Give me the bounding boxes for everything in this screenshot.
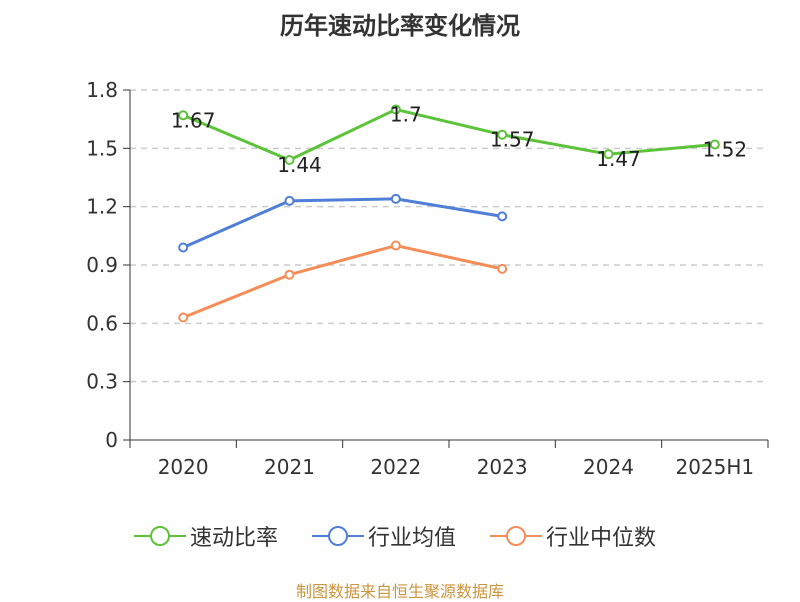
y-tick-label: 1.5 bbox=[86, 136, 118, 160]
legend: 速动比率 行业均值 行业中位数 bbox=[0, 518, 800, 554]
data-point bbox=[390, 240, 401, 251]
x-tick-label: 2022 bbox=[370, 455, 421, 479]
x-tick-label: 2021 bbox=[264, 455, 315, 479]
legend-marker-quick-ratio bbox=[134, 526, 186, 546]
y-tick-label: 0.3 bbox=[86, 370, 118, 394]
x-tick-label: 2020 bbox=[158, 455, 209, 479]
data-point bbox=[497, 263, 508, 274]
data-point bbox=[284, 155, 295, 165]
data-label: 1.7 bbox=[390, 102, 422, 126]
legend-label-industry-median: 行业中位数 bbox=[546, 526, 657, 551]
data-point bbox=[709, 139, 720, 150]
x-tick-label: 2023 bbox=[477, 455, 528, 479]
legend-marker-industry-median bbox=[490, 526, 542, 546]
legend-item-quick-ratio[interactable]: 速动比率 bbox=[134, 518, 278, 554]
data-point bbox=[284, 269, 295, 280]
x-tick-label: 2024 bbox=[583, 455, 634, 479]
y-tick-label: 0 bbox=[105, 428, 118, 452]
data-point bbox=[497, 129, 508, 140]
series-line-0 bbox=[182, 107, 715, 162]
chart-title: 历年速动比率变化情况 bbox=[280, 12, 520, 40]
data-label: 1.67 bbox=[171, 108, 216, 132]
y-tick-label: 1.8 bbox=[86, 78, 118, 102]
data-point bbox=[497, 211, 508, 222]
data-point bbox=[178, 110, 189, 121]
series-line-1 bbox=[182, 197, 503, 249]
data-point bbox=[390, 104, 401, 115]
data-label: 1.47 bbox=[596, 147, 641, 171]
legend-item-industry-median[interactable]: 行业中位数 bbox=[490, 518, 656, 554]
x-tick-label: 2025H1 bbox=[675, 455, 754, 479]
legend-label-quick-ratio: 速动比率 bbox=[190, 526, 279, 551]
data-point bbox=[178, 242, 189, 253]
source-footer: 制图数据来自恒生聚源数据库 bbox=[295, 582, 504, 601]
y-tick-label: 0.6 bbox=[86, 311, 118, 335]
legend-item-industry-average[interactable]: 行业均值 bbox=[312, 518, 456, 554]
series-line-2 bbox=[182, 244, 503, 319]
legend-marker-industry-average bbox=[312, 526, 364, 546]
data-label: 1.52 bbox=[703, 137, 748, 161]
data-point bbox=[178, 312, 189, 323]
legend-label-industry-average: 行业均值 bbox=[368, 526, 457, 551]
data-label: 1.57 bbox=[490, 128, 535, 152]
data-point bbox=[284, 195, 295, 206]
data-point bbox=[603, 149, 614, 160]
data-label: 1.44 bbox=[277, 153, 322, 177]
data-point bbox=[390, 193, 401, 204]
y-tick-label: 1.2 bbox=[86, 195, 118, 219]
y-tick-label: 0.9 bbox=[86, 253, 118, 277]
